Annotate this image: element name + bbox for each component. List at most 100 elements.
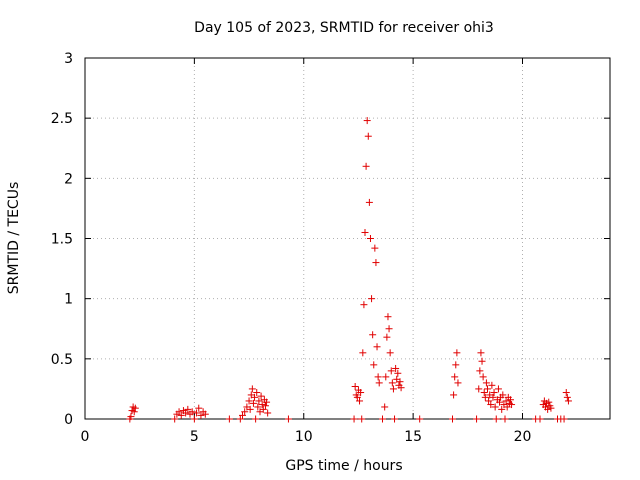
data-point bbox=[127, 413, 135, 421]
data-point bbox=[453, 349, 461, 357]
data-point bbox=[130, 408, 138, 416]
data-point bbox=[536, 415, 544, 423]
data-point bbox=[369, 331, 377, 339]
y-axis: 0 0.5 1 1.5 2 2.5 3 bbox=[51, 51, 610, 428]
data-point bbox=[356, 397, 364, 405]
data-point bbox=[384, 313, 392, 321]
data-point bbox=[251, 393, 259, 401]
data-point bbox=[383, 333, 391, 341]
x-axis: 0 5 10 15 20 bbox=[81, 58, 531, 445]
data-point bbox=[261, 402, 269, 410]
data-point bbox=[362, 162, 370, 170]
data-point bbox=[253, 389, 261, 397]
data-point bbox=[563, 393, 571, 401]
data-point bbox=[499, 391, 507, 399]
data-point bbox=[506, 396, 514, 404]
data-point bbox=[391, 415, 399, 423]
data-point bbox=[488, 381, 496, 389]
data-point bbox=[364, 132, 372, 140]
data-point bbox=[508, 401, 516, 409]
data-point bbox=[248, 385, 256, 393]
data-point bbox=[491, 403, 499, 411]
data-point bbox=[188, 408, 196, 416]
data-point bbox=[171, 415, 179, 423]
data-point bbox=[450, 391, 458, 399]
data-point bbox=[382, 373, 390, 381]
x-tick-label: 0 bbox=[81, 429, 90, 445]
x-tick-label: 15 bbox=[404, 429, 422, 445]
y-axis-label: SRMTID / TECUs bbox=[6, 182, 22, 295]
data-point bbox=[485, 397, 493, 405]
data-point bbox=[379, 415, 386, 423]
data-point bbox=[246, 405, 254, 413]
data-point bbox=[249, 399, 257, 407]
data-point bbox=[392, 364, 400, 372]
data-point bbox=[544, 405, 552, 413]
data-point bbox=[473, 415, 481, 423]
x-tick-label: 5 bbox=[190, 429, 199, 445]
data-point bbox=[201, 410, 209, 418]
data-point bbox=[177, 411, 185, 419]
data-point bbox=[370, 361, 378, 369]
y-tick-label: 2.5 bbox=[51, 111, 73, 127]
data-point bbox=[361, 228, 369, 236]
data-point bbox=[386, 349, 394, 357]
data-point bbox=[255, 397, 263, 405]
data-point bbox=[131, 404, 139, 412]
data-point bbox=[490, 389, 498, 397]
data-point bbox=[245, 397, 253, 405]
data-point bbox=[372, 259, 380, 267]
data-point bbox=[236, 415, 244, 423]
data-point bbox=[476, 367, 484, 375]
data-point bbox=[385, 325, 393, 333]
data-point bbox=[182, 409, 190, 417]
data-point bbox=[475, 385, 483, 393]
data-point bbox=[560, 415, 568, 423]
data-point bbox=[498, 405, 506, 413]
data-point bbox=[365, 198, 373, 206]
data-point bbox=[394, 369, 402, 377]
data-point bbox=[545, 398, 553, 406]
y-tick-label: 3 bbox=[64, 51, 73, 67]
data-point bbox=[562, 389, 570, 397]
plot-area-frame bbox=[84, 57, 611, 420]
y-tick-label: 0 bbox=[64, 412, 73, 428]
data-point bbox=[259, 405, 267, 413]
data-point bbox=[477, 349, 485, 357]
data-point bbox=[254, 403, 262, 411]
data-point bbox=[193, 409, 201, 417]
y-tick-label: 1.5 bbox=[51, 232, 73, 248]
y-tick-label: 2 bbox=[64, 171, 73, 187]
data-point bbox=[494, 385, 502, 393]
data-point bbox=[353, 393, 361, 401]
data-point bbox=[397, 384, 405, 392]
data-point bbox=[489, 393, 497, 401]
data-point bbox=[389, 385, 397, 393]
data-point bbox=[484, 385, 491, 393]
data-point bbox=[252, 415, 260, 423]
data-point bbox=[388, 379, 396, 387]
data-point bbox=[449, 415, 456, 423]
data-point bbox=[416, 415, 424, 423]
data-point bbox=[547, 404, 555, 412]
data-point bbox=[197, 411, 205, 419]
data-point bbox=[351, 383, 359, 391]
data-point bbox=[452, 361, 460, 369]
data-point bbox=[478, 357, 486, 365]
data-point bbox=[195, 404, 203, 412]
data-point bbox=[396, 378, 404, 386]
data-point bbox=[350, 415, 358, 423]
data-point bbox=[503, 403, 511, 411]
data-point bbox=[387, 367, 395, 375]
data-point bbox=[359, 349, 367, 357]
data-point bbox=[501, 415, 509, 423]
data-point bbox=[358, 415, 366, 423]
data-point bbox=[241, 408, 249, 416]
data-point bbox=[373, 343, 381, 351]
data-point bbox=[264, 409, 272, 417]
data-point bbox=[451, 373, 459, 381]
data-point bbox=[482, 379, 490, 387]
data-point bbox=[190, 415, 198, 423]
data-point bbox=[481, 393, 489, 401]
